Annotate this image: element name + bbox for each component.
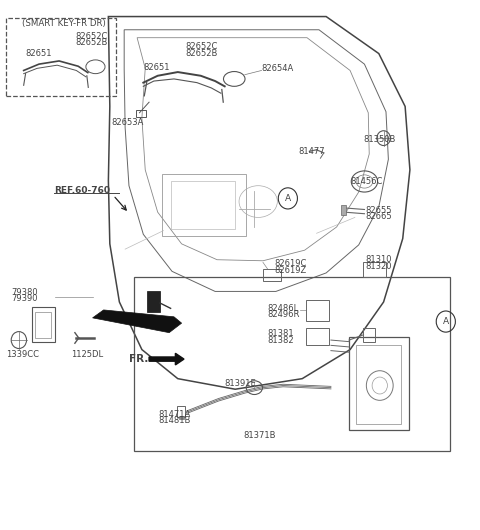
Bar [179,416,183,419]
Text: 82651: 82651 [144,63,170,72]
Bar [356,346,401,423]
Text: 81382: 81382 [268,335,294,344]
Bar [32,307,55,342]
Text: (SMART KEY-FR DR): (SMART KEY-FR DR) [22,19,106,28]
Bar [306,329,329,346]
Bar [177,405,185,417]
Bar [363,262,386,277]
Text: 82651: 82651 [25,49,52,58]
Bar [363,329,375,342]
Text: REF.60-760: REF.60-760 [54,187,110,196]
Text: 82652C: 82652C [185,42,217,51]
Bar [341,205,346,215]
Text: 82619C: 82619C [275,260,307,268]
Text: 82652B: 82652B [75,38,107,47]
Text: FR.: FR. [129,354,148,364]
Bar [35,312,51,338]
Text: A: A [285,194,291,203]
Text: 79380: 79380 [11,288,38,297]
Text: 81456C: 81456C [350,177,383,186]
Text: 1125DL: 1125DL [72,350,104,359]
Bar [134,277,450,451]
Text: 81371B: 81371B [244,431,276,440]
Text: 81481B: 81481B [158,416,191,425]
Text: 81391E: 81391E [225,379,256,388]
Bar [170,181,235,229]
Text: A: A [443,317,449,326]
Text: 82654A: 82654A [262,64,294,73]
Text: 1339CC: 1339CC [6,350,39,359]
Text: 81320: 81320 [365,262,392,270]
Text: 82486L: 82486L [268,304,299,313]
Bar [136,110,146,117]
Text: 82619Z: 82619Z [275,266,307,275]
Text: 82496R: 82496R [268,310,300,319]
Text: 82652C: 82652C [75,32,107,41]
Text: 79390: 79390 [11,294,38,303]
Text: 81381: 81381 [268,329,294,338]
Text: 81471A: 81471A [158,410,191,419]
Bar [162,173,246,236]
Bar [6,17,116,96]
Text: 82665: 82665 [365,213,392,222]
Bar [147,292,160,312]
Text: 82653A: 82653A [112,118,144,127]
Bar [349,338,409,430]
Bar [263,269,281,281]
Bar [306,301,329,321]
Text: 82652B: 82652B [185,49,217,58]
Text: 82655: 82655 [365,206,392,215]
Text: 81350B: 81350B [363,135,396,144]
FancyArrow shape [149,354,184,365]
Text: 81310: 81310 [365,255,392,264]
Polygon shape [93,310,181,333]
Text: 81477: 81477 [299,147,325,156]
